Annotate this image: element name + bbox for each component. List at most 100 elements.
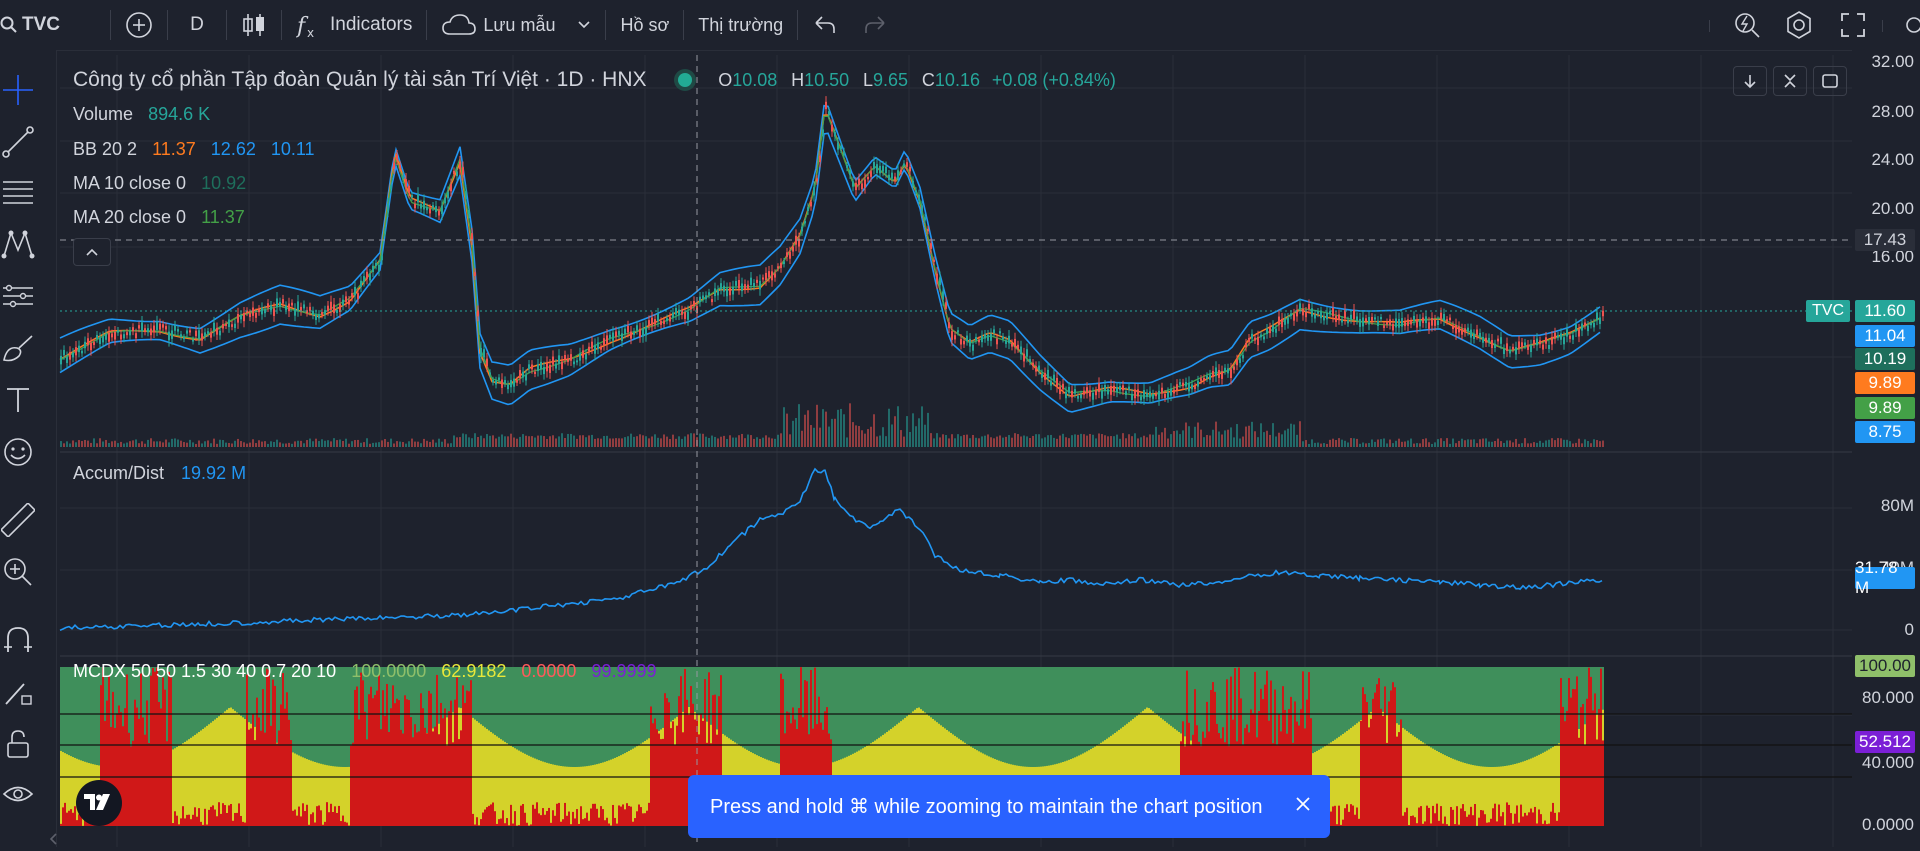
candle-body: [228, 320, 230, 328]
volume-bar: [1185, 423, 1187, 447]
candle-body: [447, 192, 449, 199]
candle-body: [612, 332, 614, 340]
mcdx-bar-hotmoney: [604, 762, 606, 826]
mcdx-bar-retail: [682, 732, 684, 826]
volume-bar: [357, 440, 359, 447]
candle-body: [120, 334, 122, 339]
mcdx-bar-retail: [1394, 687, 1396, 826]
mcdx-bar-retail: [608, 823, 610, 826]
mcdx-bar-retail: [1392, 682, 1394, 826]
volume-bar: [1398, 439, 1400, 447]
mcdx-bar-retail: [1502, 812, 1504, 826]
volume-bar: [126, 443, 128, 447]
volume-bar: [1251, 422, 1253, 447]
volume-bar: [423, 439, 425, 447]
candle-body: [1443, 314, 1445, 321]
volume-bar: [273, 442, 275, 447]
mcdx-bar-retail: [578, 824, 580, 826]
volume-bar: [321, 439, 323, 447]
price-tick: 24.00: [1871, 150, 1914, 170]
mcdx-bar-retail: [634, 818, 636, 826]
volume-bar: [444, 439, 446, 447]
symbol-legend[interactable]: Công ty cổ phần Tập đoàn Quản lý tài sản…: [73, 68, 1116, 92]
candle-body: [1224, 368, 1226, 371]
mcdx-bar-retail: [164, 690, 166, 826]
mcdx-bar-retail: [1388, 701, 1390, 826]
collapse-pane-button[interactable]: [1773, 66, 1807, 96]
candle-body: [1524, 342, 1526, 345]
volume-bar: [660, 438, 662, 447]
mcdx-bar-retail: [1374, 693, 1376, 826]
mcdx-bar-retail: [1362, 687, 1364, 826]
volume-bar: [714, 437, 716, 447]
volume-bar: [828, 427, 830, 447]
arrow-down-icon: [1743, 73, 1757, 89]
mcdx-bar-retail: [500, 819, 502, 826]
volume-bar: [903, 437, 905, 447]
volume-bar: [345, 439, 347, 447]
volume-bar: [150, 438, 152, 447]
mcdx-bar-retail: [446, 746, 448, 826]
volume-bar: [885, 436, 887, 447]
volume-legend[interactable]: Volume 894.6 K: [73, 104, 210, 125]
mcdx-bar-hotmoney: [474, 720, 476, 826]
close-icon[interactable]: [1294, 795, 1312, 813]
candle-body: [1035, 366, 1037, 371]
volume-bar: [1194, 427, 1196, 447]
volume-bar: [1293, 424, 1295, 447]
mcdx-bar-retail: [1538, 809, 1540, 826]
volume-bar: [303, 443, 305, 447]
mcdx-bar-hotmoney: [234, 711, 236, 826]
volume-bar: [759, 439, 761, 447]
ma10-legend[interactable]: MA 10 close 0 10.92: [73, 173, 246, 194]
volume-bar: [1353, 438, 1355, 447]
volume-bar: [777, 435, 779, 447]
mcdx-bar-hotmoney: [480, 724, 482, 826]
price-tick: 28.00: [1871, 102, 1914, 122]
collapse-legend-button[interactable]: [73, 238, 111, 266]
volume-bar: [1242, 437, 1244, 447]
mcdx-bar-retail: [504, 823, 506, 826]
mcdx-bar-retail: [356, 687, 358, 826]
volume-bar: [666, 437, 668, 447]
mcdx-bar-retail: [626, 803, 628, 826]
mcdx-bar-retail: [584, 818, 586, 826]
candle-body: [342, 300, 344, 306]
volume-bar: [432, 440, 434, 447]
volume-bar: [60, 441, 62, 447]
candle-body: [1407, 319, 1409, 325]
candle-body: [717, 290, 719, 295]
candle-body: [1350, 315, 1352, 320]
mcdx-bar-retail: [596, 809, 598, 826]
volume-bar: [1038, 434, 1040, 447]
ma20-legend[interactable]: MA 20 close 0 11.37: [73, 207, 245, 228]
price-axis[interactable]: 32.00 28.00 24.00 20.00 16.00 80M 40M 0 …: [1852, 50, 1920, 847]
volume-bar: [462, 433, 464, 447]
mcdx-bar-hotmoney: [606, 761, 608, 826]
candle-body: [1488, 338, 1490, 343]
candle-body: [945, 302, 947, 309]
mcdx-bar-retail: [1482, 810, 1484, 826]
ad-legend[interactable]: Accum/Dist 19.92 M: [73, 463, 246, 484]
mcdx-bar-retail: [1338, 806, 1340, 826]
volume-bar: [1032, 436, 1034, 447]
bb-legend[interactable]: BB 20 2 11.37 12.62 10.11: [73, 139, 315, 160]
candle-body: [627, 326, 629, 332]
mcdx-bar-retail: [76, 820, 78, 826]
candle-body: [759, 281, 761, 290]
move-pane-down-button[interactable]: [1733, 66, 1767, 96]
mcdx-bar-retail: [196, 817, 198, 826]
mcdx-bar-retail: [1424, 821, 1426, 826]
mcdx-bar-retail: [540, 815, 542, 826]
maximize-pane-button[interactable]: [1813, 66, 1847, 96]
candle-body: [813, 187, 815, 195]
collapse-icon: [1783, 72, 1797, 90]
mcdx-bar-retail: [174, 811, 176, 826]
mcdx-bar-retail: [322, 825, 324, 826]
volume-bar: [108, 443, 110, 447]
tradingview-logo[interactable]: [76, 780, 122, 826]
candle-body: [1374, 317, 1376, 319]
volume-bar: [1074, 434, 1076, 447]
mcdx-legend[interactable]: MCDX 50 50 1.5 30 40 0.7 20 10 100.0000 …: [73, 661, 657, 682]
